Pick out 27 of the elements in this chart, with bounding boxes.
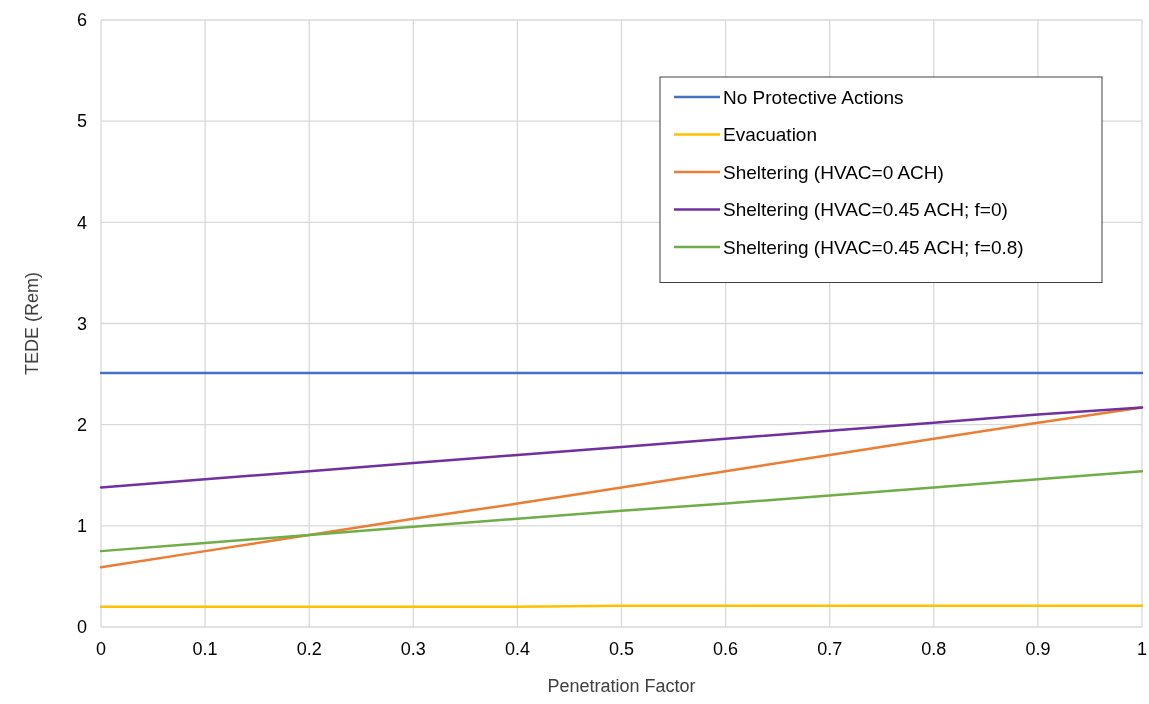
y-tick-label: 2 <box>76 414 87 435</box>
y-tick-label: 5 <box>76 111 87 132</box>
x-tick-label: 0.6 <box>713 639 739 659</box>
legend-label: No Protective Actions <box>723 86 904 108</box>
x-axis-title: Penetration Factor <box>547 676 696 696</box>
x-tick-label: 0.2 <box>296 639 322 659</box>
x-tick-label: 0 <box>95 639 107 659</box>
legend-label: Sheltering (HVAC=0.45 ACH; f=0.8) <box>723 236 1024 258</box>
line-series <box>99 469 1144 553</box>
y-tick-label: 3 <box>76 313 87 334</box>
y-tick-label: 4 <box>76 212 87 233</box>
y-tick-label: 6 <box>76 10 87 31</box>
y-tick-label: 1 <box>76 516 87 537</box>
x-tick-label: 0.1 <box>192 639 218 659</box>
x-tick-label: 0.4 <box>504 639 530 659</box>
x-tick-label: 1 <box>1136 639 1148 659</box>
legend-label: Sheltering (HVAC=0.45 ACH; f=0) <box>723 199 1008 221</box>
x-tick-label: 0.9 <box>1025 639 1051 659</box>
legend-label: Sheltering (HVAC=0 ACH) <box>723 161 944 183</box>
x-tick-label: 0.8 <box>921 639 947 659</box>
x-tick-label: 0.5 <box>608 639 635 659</box>
x-tick-label: 0.7 <box>817 639 843 659</box>
legend-label: Evacuation <box>723 124 818 146</box>
y-axis-title: TEDE (Rem) <box>22 272 42 375</box>
line-series <box>99 406 1144 489</box>
x-tick-label: 0.3 <box>400 639 426 659</box>
y-tick-label: 0 <box>76 617 87 638</box>
